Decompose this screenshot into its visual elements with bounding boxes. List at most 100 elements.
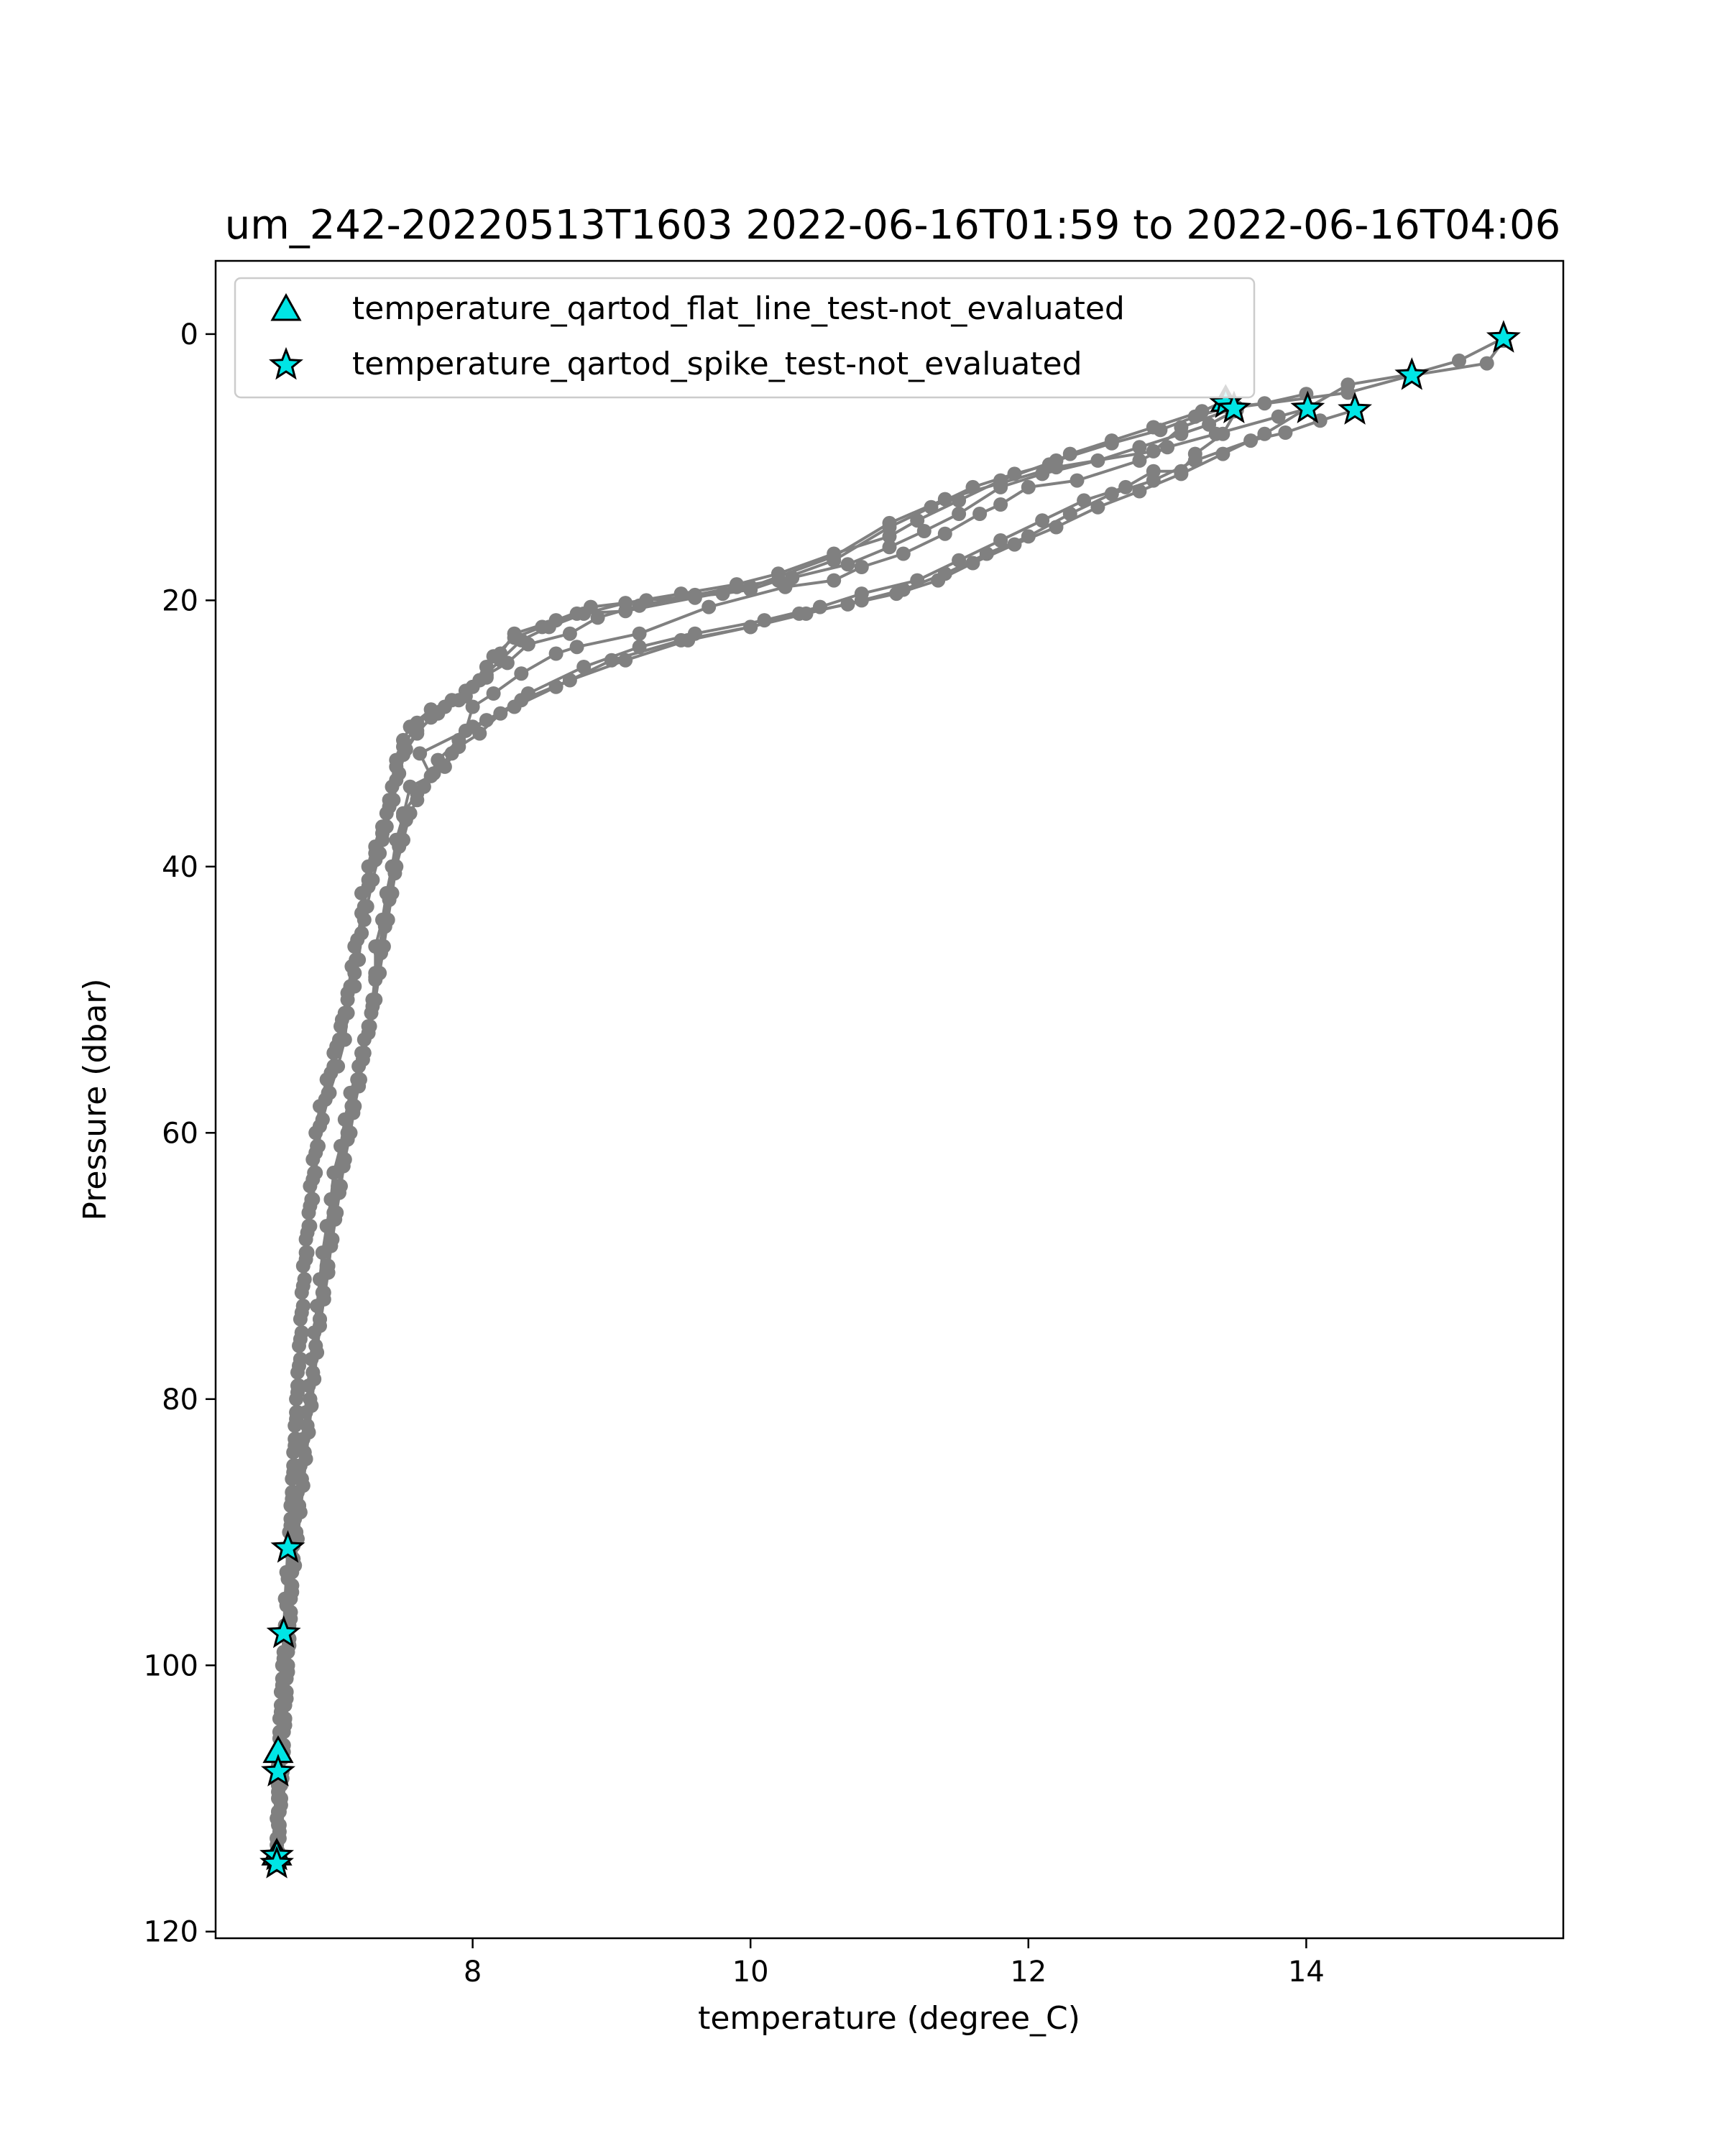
- plot-area: [259, 320, 1521, 1879]
- data-point: [1132, 484, 1147, 499]
- data-point: [277, 1711, 293, 1726]
- legend-star-marker: [269, 346, 303, 380]
- x-tick-label: 14: [1288, 1955, 1325, 1989]
- data-point: [827, 546, 842, 561]
- data-point: [993, 497, 1008, 512]
- data-point: [297, 1445, 312, 1460]
- data-point: [303, 1219, 318, 1233]
- data-point: [313, 1312, 327, 1327]
- data-point: [337, 1152, 352, 1167]
- data-point: [1090, 499, 1105, 515]
- data-point: [1021, 479, 1036, 494]
- data-point: [356, 1046, 372, 1061]
- data-point: [305, 1365, 321, 1380]
- data-point: [368, 992, 383, 1008]
- data-point: [295, 1299, 310, 1314]
- data-point: [347, 1099, 362, 1114]
- data-point: [343, 979, 358, 994]
- data-point: [993, 473, 1008, 488]
- legend-frame: [234, 277, 1256, 399]
- data-point: [402, 806, 418, 821]
- spike-flag-marker: [1486, 320, 1521, 353]
- spike-flag-marker: [1290, 390, 1325, 423]
- data-point: [472, 673, 487, 688]
- spike-flag-marker: [1338, 392, 1372, 425]
- data-point: [791, 606, 806, 621]
- data-point: [283, 1605, 298, 1620]
- data-point: [673, 586, 689, 602]
- data-point: [343, 1125, 358, 1141]
- data-point: [770, 566, 786, 581]
- data-point: [303, 1391, 318, 1406]
- data-point: [840, 596, 855, 612]
- data-point: [562, 626, 577, 641]
- data-point: [1174, 466, 1189, 482]
- data-point: [288, 1458, 303, 1473]
- data-point: [910, 513, 925, 528]
- data-point: [376, 939, 391, 954]
- data-point: [1215, 426, 1230, 441]
- data-point: [451, 693, 466, 708]
- chart-title: um_242-20220513T1603 2022-06-16T01:59 to…: [225, 202, 1561, 249]
- data-point: [514, 693, 529, 708]
- y-tick-label: 80: [162, 1383, 198, 1416]
- data-point: [1452, 353, 1466, 368]
- data-point: [285, 1511, 300, 1526]
- data-point: [365, 872, 380, 888]
- data-point: [354, 926, 369, 941]
- data-point: [294, 1471, 309, 1486]
- data-point: [372, 846, 387, 861]
- data-point: [785, 570, 800, 585]
- data-point: [514, 666, 529, 681]
- data-point: [1132, 440, 1147, 455]
- data-point: [285, 1578, 300, 1593]
- data-point: [1278, 425, 1293, 440]
- data-point: [937, 526, 952, 541]
- data-point: [618, 596, 633, 611]
- spike-flag-marker: [1394, 357, 1430, 390]
- data-point: [1202, 417, 1217, 432]
- data-point: [305, 1192, 321, 1207]
- data-point: [279, 1685, 294, 1700]
- data-point: [273, 1791, 288, 1806]
- data-point: [271, 1805, 285, 1819]
- ticks: 8 10 12 14 0 20 40 60 80 100 120: [144, 318, 1325, 1989]
- data-point: [308, 1165, 323, 1180]
- data-point: [1104, 487, 1119, 502]
- data-point: [1090, 453, 1105, 468]
- data-point: [379, 819, 394, 834]
- data-point: [1049, 453, 1064, 468]
- data-point: [465, 719, 480, 734]
- legend-triangle-marker: [270, 292, 302, 321]
- y-tick-label: 100: [144, 1649, 198, 1682]
- data-point: [385, 885, 400, 900]
- data-point: [896, 546, 911, 561]
- data-point: [840, 557, 855, 572]
- data-point: [1104, 436, 1119, 451]
- data-point: [290, 1405, 305, 1420]
- data-point: [590, 610, 605, 625]
- data-point: [372, 966, 387, 980]
- data-point: [1035, 513, 1050, 528]
- data-point: [576, 606, 592, 621]
- data-point: [292, 1378, 306, 1393]
- data-point: [316, 1285, 331, 1300]
- data-point: [993, 533, 1008, 548]
- data-point: [292, 1498, 306, 1513]
- data-point: [1132, 453, 1147, 468]
- data-point: [321, 1258, 336, 1273]
- data-point: [326, 1059, 341, 1074]
- data-point: [353, 1072, 367, 1087]
- y-tick-label: 20: [162, 584, 198, 617]
- data-point: [389, 859, 404, 874]
- data-point: [479, 713, 494, 728]
- data-point: [548, 646, 564, 661]
- data-point: [1049, 520, 1064, 535]
- data-point: [289, 1525, 304, 1539]
- data-point: [1215, 446, 1230, 461]
- data-point: [349, 952, 364, 967]
- legend-star-shape: [269, 346, 303, 380]
- data-point: [562, 673, 577, 688]
- data-point: [325, 1232, 340, 1247]
